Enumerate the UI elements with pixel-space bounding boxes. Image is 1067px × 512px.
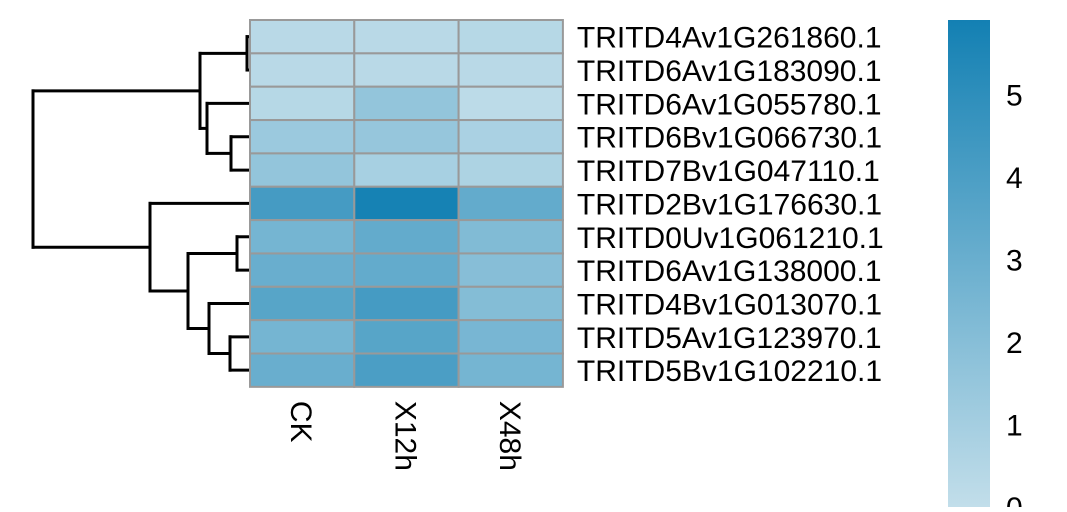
row-label: TRITD6Av1G183090.1 <box>577 55 882 88</box>
heatmap-cell <box>249 185 356 222</box>
heatmap-cell <box>353 85 460 122</box>
legend-tick-label: 2 <box>1006 327 1023 360</box>
heatmap-cell <box>457 252 564 288</box>
heatmap-cell <box>249 119 356 155</box>
heatmap-cell <box>353 252 460 288</box>
heatmap-cell <box>249 352 356 388</box>
heatmap-cell <box>353 185 460 222</box>
heatmap-cell <box>457 219 564 255</box>
legend-color-bar <box>948 20 990 507</box>
row-label: TRITD6Av1G138000.1 <box>577 255 882 288</box>
legend-tick-label: 4 <box>1006 162 1023 195</box>
row-label: TRITD5Av1G123970.1 <box>577 322 882 355</box>
heatmap-cell <box>249 152 356 188</box>
legend-tick-label: 3 <box>1006 244 1023 277</box>
column-label: X12h <box>388 401 421 471</box>
heatmap-cell <box>353 19 460 55</box>
heatmap-cell <box>457 352 564 388</box>
heatmap-cell <box>457 152 564 188</box>
heatmap-cell <box>249 19 356 55</box>
row-dendrogram <box>31 35 250 372</box>
row-label: TRITD7Bv1G047110.1 <box>577 155 880 188</box>
heatmap-cell <box>353 319 460 355</box>
heatmap-cell <box>353 152 460 188</box>
row-label: TRITD4Av1G261860.1 <box>577 22 882 55</box>
heatmap-cell <box>249 52 356 88</box>
row-label: TRITD6Bv1G066730.1 <box>577 122 882 155</box>
row-label: TRITD0Uv1G061210.1 <box>577 222 884 255</box>
heatmap-cell <box>353 52 460 88</box>
row-labels: TRITD4Av1G261860.1TRITD6Av1G183090.1TRIT… <box>577 22 884 388</box>
legend-tick-label: 1 <box>1006 409 1023 442</box>
heatmap-cell <box>353 119 460 155</box>
heatmap-cells <box>249 19 564 388</box>
heatmap-cell <box>353 352 460 388</box>
heatmap-cell <box>457 85 564 122</box>
heatmap-cell <box>249 85 356 122</box>
heatmap-cell <box>457 185 564 222</box>
legend-tick-label: 5 <box>1006 79 1023 112</box>
heatmap-cell <box>249 319 356 355</box>
color-legend: 0 1 2 3 4 5 <box>948 20 1023 512</box>
heatmap-cell <box>457 52 564 88</box>
heatmap-cell <box>457 119 564 155</box>
column-label: CK <box>284 401 317 443</box>
column-labels: CK X12h X48h <box>284 401 526 471</box>
heatmap-cell <box>457 319 564 355</box>
heatmap-cell <box>249 219 356 255</box>
row-label: TRITD5Bv1G102210.1 <box>577 355 882 388</box>
heatmap-cell <box>353 219 460 255</box>
heatmap-cell <box>249 252 356 288</box>
heatmap-cell <box>353 285 460 322</box>
row-label: TRITD2Bv1G176630.1 <box>577 188 882 221</box>
heatmap-cell <box>457 19 564 55</box>
row-label: TRITD4Bv1G013070.1 <box>577 288 882 321</box>
legend-tick-label: 0 <box>1006 492 1023 507</box>
heatmap-cell <box>457 285 564 322</box>
column-label: X48h <box>493 401 526 471</box>
row-label: TRITD6Av1G055780.1 <box>577 88 882 121</box>
heatmap-cell <box>249 285 356 322</box>
